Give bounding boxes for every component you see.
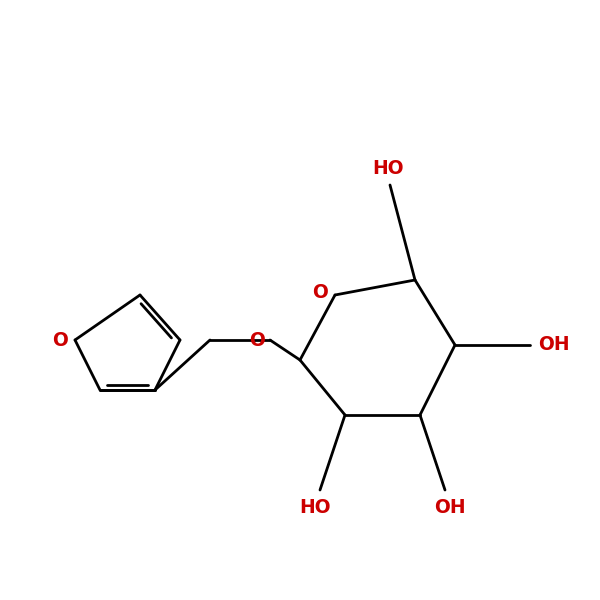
Text: O: O (312, 283, 328, 301)
Text: HO: HO (299, 498, 331, 517)
Text: OH: OH (434, 498, 466, 517)
Text: HO: HO (372, 159, 404, 178)
Text: O: O (249, 331, 265, 349)
Text: OH: OH (538, 335, 569, 355)
Text: O: O (52, 331, 68, 349)
